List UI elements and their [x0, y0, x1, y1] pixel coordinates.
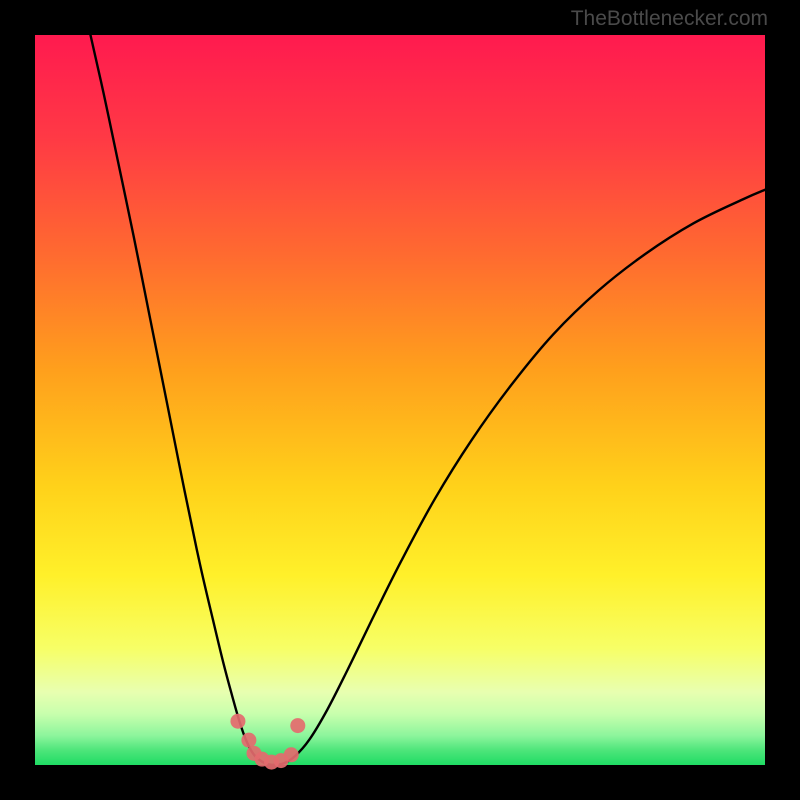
watermark-text: TheBottlenecker.com — [571, 7, 768, 31]
gradient-plot-area — [35, 35, 765, 765]
chart-stage: TheBottlenecker.com — [0, 0, 800, 800]
